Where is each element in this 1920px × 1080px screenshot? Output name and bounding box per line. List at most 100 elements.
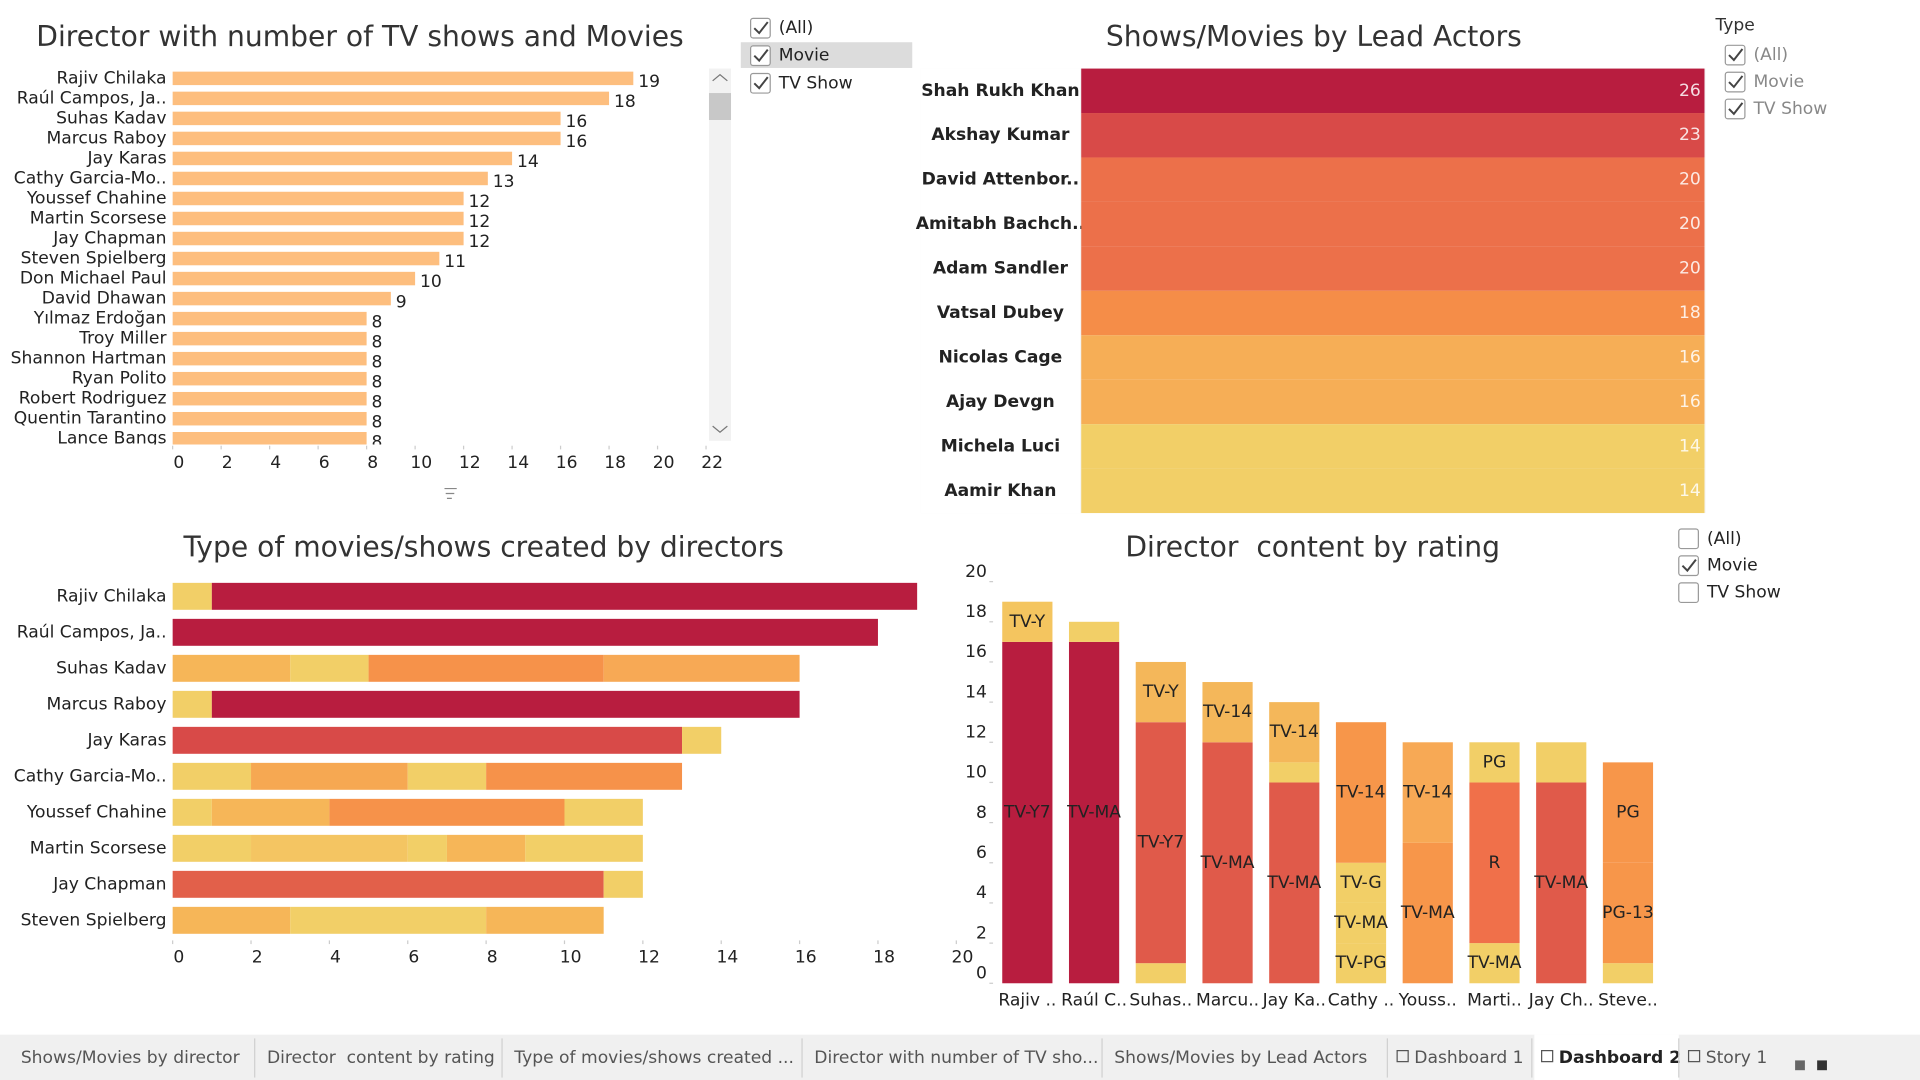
bar-segment (682, 726, 722, 754)
bar-segment (211, 690, 800, 718)
active-tab (1534, 1034, 1679, 1080)
data-label: 8 (372, 412, 383, 432)
checkbox[interactable] (1678, 555, 1699, 577)
chart-title: Shows/Movies by Lead Actors (1106, 20, 1522, 53)
check[interactable] (1728, 102, 1744, 116)
x-tick-label: 6 (319, 453, 330, 473)
bar (172, 391, 367, 406)
checkbox[interactable] (750, 45, 771, 67)
scroll-arrows[interactable] (712, 73, 728, 434)
tab[interactable]: Shows/Movies by director (21, 1048, 241, 1068)
checkbox[interactable] (1724, 98, 1746, 120)
scroll-thumb[interactable] (708, 93, 732, 120)
segment-label: TV-Y (1142, 682, 1179, 702)
row-label: Nicolas Cage (939, 347, 1063, 367)
bar-segment (1335, 943, 1387, 984)
filter-item[interactable]: TV Show (1752, 99, 1827, 119)
checkbox[interactable] (1724, 44, 1746, 66)
cell-label: 20 (1679, 170, 1701, 190)
tab[interactable]: Shows/Movies by Lead Actors (1114, 1048, 1367, 1068)
data-label: 16 (565, 132, 587, 152)
x-tick-label: 14 (507, 453, 529, 473)
heat-cell (1081, 379, 1705, 425)
y-tick-label: 6 (976, 843, 987, 863)
tab-icon (1396, 1050, 1409, 1063)
y-tick-label: Youssef Chahine (26, 188, 167, 208)
data-label: 12 (468, 212, 490, 232)
tab[interactable]: Director with number of TV sho... (814, 1048, 1098, 1068)
check[interactable] (1728, 75, 1744, 89)
cell-label: 26 (1679, 81, 1701, 101)
bar-segment (1335, 902, 1387, 944)
scrollbar[interactable] (708, 68, 732, 441)
checkbox[interactable] (750, 72, 771, 94)
y-tick-label: Raúl Campos, Ja.. (17, 622, 167, 642)
data-label: 9 (396, 292, 407, 312)
data-label: 10 (420, 272, 442, 292)
checkbox[interactable] (1678, 582, 1699, 604)
check[interactable] (1728, 48, 1744, 62)
segment-label: TV-MA (1467, 953, 1522, 973)
filter-item[interactable]: TV Show (778, 73, 853, 93)
filter-item[interactable]: (All) (1707, 529, 1742, 549)
bar-segment (251, 834, 408, 862)
nav-icon[interactable] (1817, 1060, 1827, 1071)
tab-icon (1541, 1050, 1554, 1063)
sort-icon[interactable] (444, 487, 457, 499)
filter-item[interactable]: Movie (1707, 556, 1758, 576)
filter-item[interactable]: (All) (1753, 45, 1788, 65)
x-tick-label: Marcu.. (1196, 990, 1259, 1010)
tab[interactable]: Dashboard 1 (1414, 1048, 1523, 1068)
segment-label: TV-MA (1266, 873, 1321, 893)
bar-segment (1002, 601, 1053, 642)
tab-icon (1687, 1050, 1701, 1063)
segment-label: TV-14 (1202, 702, 1252, 722)
row-label: Michela Luci (941, 436, 1060, 456)
data-label: 16 (565, 112, 587, 132)
filter-title: Type (1715, 16, 1755, 36)
y-tick-label: 8 (976, 803, 987, 823)
filter-item[interactable]: Movie (1753, 72, 1804, 92)
checkbox[interactable] (1724, 71, 1746, 93)
bar-segment (1269, 762, 1320, 783)
row-label: Akshay Kumar (931, 125, 1070, 145)
segment-label: R (1489, 853, 1501, 873)
y-tick-label: Jay Chapman (52, 874, 166, 894)
data-label: 14 (517, 152, 539, 172)
bar-segment (564, 798, 643, 826)
heat-cell (1081, 157, 1705, 202)
x-tick-label: Jay Ch.. (1528, 990, 1594, 1010)
check[interactable] (753, 21, 769, 35)
bar-segment (1536, 742, 1587, 783)
heat-cell (1081, 246, 1705, 291)
nav-icon[interactable] (1795, 1060, 1805, 1071)
bar-segment (486, 906, 604, 934)
cell-label: 20 (1679, 259, 1701, 279)
tab[interactable]: Type of movies/shows created ... (513, 1048, 794, 1068)
tab[interactable]: Story 1 (1706, 1048, 1768, 1068)
filter-item[interactable]: Movie (779, 46, 830, 66)
checkbox[interactable] (750, 17, 771, 39)
filter-item[interactable]: (All) (779, 18, 814, 38)
x-tick-label: 12 (459, 453, 481, 473)
tab[interactable]: Dashboard 2 (1559, 1048, 1681, 1068)
check[interactable] (1681, 558, 1697, 573)
x-tick-label: 2 (252, 948, 263, 968)
x-tick-label: 18 (604, 453, 626, 473)
check[interactable] (753, 76, 769, 90)
data-label: 8 (372, 432, 383, 452)
row-label: Adam Sandler (933, 259, 1069, 279)
row-label: Aamir Khan (944, 481, 1056, 501)
tab[interactable]: Director content by rating (267, 1048, 495, 1068)
data-label: 12 (468, 232, 490, 252)
chart-title: Director with number of TV shows and Mov… (36, 20, 683, 53)
checkbox[interactable] (1678, 528, 1699, 550)
heat-cell (1081, 290, 1705, 336)
row-label: Amitabh Bachch.. (916, 214, 1085, 234)
bar-segment (172, 618, 878, 646)
y-tick-label: 16 (965, 642, 987, 662)
bar-segment (1402, 842, 1453, 984)
check[interactable] (753, 48, 769, 63)
filter-item[interactable]: TV Show (1706, 583, 1781, 603)
bar-segment (1335, 722, 1387, 863)
